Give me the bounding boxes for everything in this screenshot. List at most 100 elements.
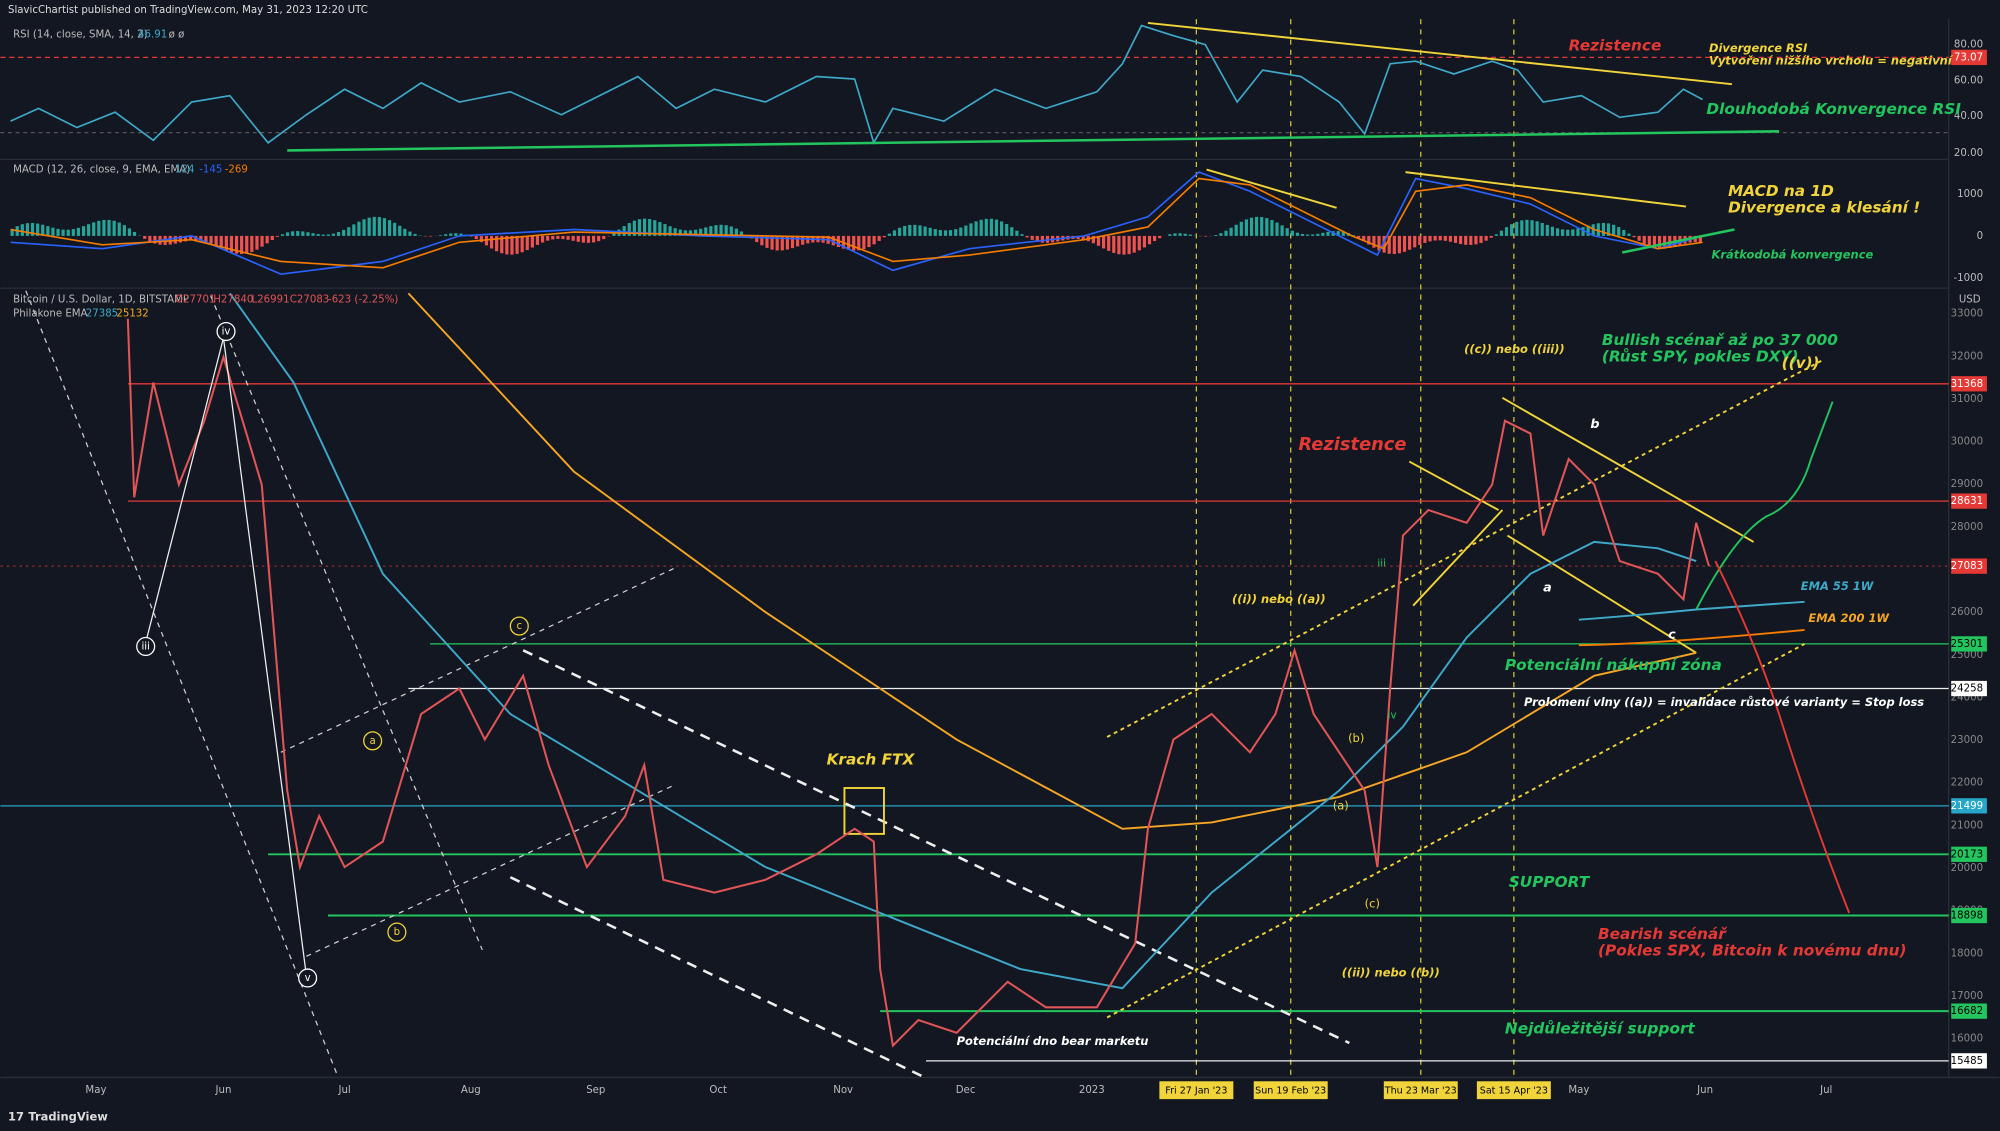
annotation: Rezistence	[1569, 36, 1662, 54]
histogram-bar	[112, 220, 116, 236]
histogram-bar	[87, 224, 91, 236]
histogram-bar	[449, 233, 453, 236]
histogram-bar	[316, 234, 320, 236]
annotation: Divergence RSI	[1709, 41, 1808, 55]
histogram-bar	[1035, 235, 1039, 242]
histogram-bar	[1010, 227, 1014, 236]
ema-value: 27385	[86, 309, 118, 320]
wave-label: c	[516, 621, 522, 632]
wave-marker	[136, 636, 156, 657]
histogram-bar	[979, 219, 983, 236]
histogram-bar	[984, 218, 988, 236]
time-label: Jun	[215, 1085, 232, 1096]
histogram-bar	[1270, 220, 1274, 236]
histogram-bar	[974, 221, 978, 236]
histogram-bar	[1285, 228, 1289, 236]
histogram-bar	[1627, 233, 1631, 236]
axis-tag	[1951, 376, 1987, 392]
histogram-bar	[204, 235, 208, 242]
histogram-bar	[1601, 222, 1606, 236]
histogram-bar	[887, 233, 891, 236]
axis-tag	[1951, 558, 1987, 574]
histogram-bar	[372, 216, 376, 236]
annotation: b	[1590, 417, 1599, 432]
histogram-bar	[1637, 235, 1641, 241]
histogram-bar	[224, 235, 228, 251]
histogram-bar	[535, 235, 540, 245]
histogram-bar	[699, 228, 703, 236]
ema-value: 25132	[116, 309, 148, 320]
axis-label: 32000	[1951, 351, 1983, 362]
histogram-bar	[1647, 235, 1651, 247]
histogram-bar	[444, 234, 448, 236]
histogram-bar	[1142, 235, 1146, 248]
annotation: ((c)) nebo ((iii))	[1464, 342, 1565, 356]
histogram-bar	[933, 229, 937, 236]
histogram-bar	[132, 231, 137, 236]
histogram-bar	[566, 235, 570, 240]
histogram-bar	[1311, 234, 1315, 236]
histogram-bar	[795, 235, 800, 247]
rsi-legend: RSI (14, close, SMA, 14, 2)	[13, 29, 148, 40]
annotation: Prolomení vlny ((a)) = invalidace růstov…	[1524, 695, 1924, 709]
histogram-bar	[831, 235, 835, 246]
histogram-bar	[790, 235, 795, 249]
histogram-bar	[1112, 235, 1116, 253]
histogram-bar	[1479, 235, 1483, 243]
histogram-bar	[719, 224, 723, 236]
histogram-bar	[1239, 221, 1243, 236]
histogram-bar	[1290, 230, 1294, 236]
histogram-bar	[760, 235, 764, 246]
time-label: Aug	[461, 1085, 481, 1096]
histogram-bar	[602, 235, 606, 240]
histogram-bar	[530, 235, 534, 248]
histogram-bar	[780, 235, 784, 251]
footer-brand: TradingView	[28, 1109, 108, 1123]
histogram-bar	[1555, 228, 1560, 236]
histogram-bar	[928, 227, 932, 236]
histogram-bar	[1464, 235, 1468, 245]
axis-label: 29000	[1951, 479, 1983, 490]
histogram-bar	[1596, 223, 1600, 236]
axis-tag	[1951, 907, 1987, 924]
histogram-bar	[1433, 235, 1437, 241]
histogram-bar	[1107, 235, 1111, 251]
histogram-bar	[1663, 235, 1667, 249]
histogram-bar	[1392, 235, 1396, 255]
annotation: Rezistence	[1298, 434, 1406, 455]
histogram-bar	[1550, 226, 1555, 236]
histogram-bar	[663, 224, 667, 236]
axis-tag	[1951, 798, 1987, 814]
histogram-bar	[331, 233, 336, 236]
axis-tag	[1951, 846, 1987, 862]
histogram-bar	[1510, 224, 1514, 236]
histogram-bar	[1382, 235, 1386, 253]
histogram-bar	[1178, 233, 1182, 236]
rsi-line	[10, 24, 1703, 145]
histogram-bar	[219, 235, 223, 249]
wave-label: iv	[222, 327, 231, 338]
annotation: Krátkodobá konvergence	[1711, 248, 1873, 262]
axis-tag	[1951, 493, 1987, 509]
annotation: Divergence a klesání !	[1728, 198, 1920, 216]
histogram-bar	[551, 235, 555, 240]
histogram-bar	[1015, 230, 1019, 236]
ohlc-value: H27840	[213, 295, 253, 306]
axis-label: 33000	[1951, 309, 1983, 320]
footer-logo: 17	[8, 1109, 24, 1123]
histogram-bar	[209, 235, 213, 244]
annotation: ((i)) nebo ((a))	[1232, 592, 1326, 606]
histogram-bar	[92, 222, 96, 236]
histogram-bar	[1453, 235, 1458, 243]
axis-label: 23000	[1951, 735, 1983, 746]
histogram-bar	[377, 217, 381, 236]
histogram-bar	[66, 229, 70, 236]
channels	[1106, 358, 1825, 1019]
histogram-bar	[1336, 231, 1340, 236]
levels	[0, 383, 1949, 1062]
histogram-bar	[326, 234, 330, 236]
axis-label: 17000	[1951, 991, 1983, 1002]
axis-label: 27083	[1951, 561, 1983, 572]
histogram-bar	[61, 229, 65, 236]
